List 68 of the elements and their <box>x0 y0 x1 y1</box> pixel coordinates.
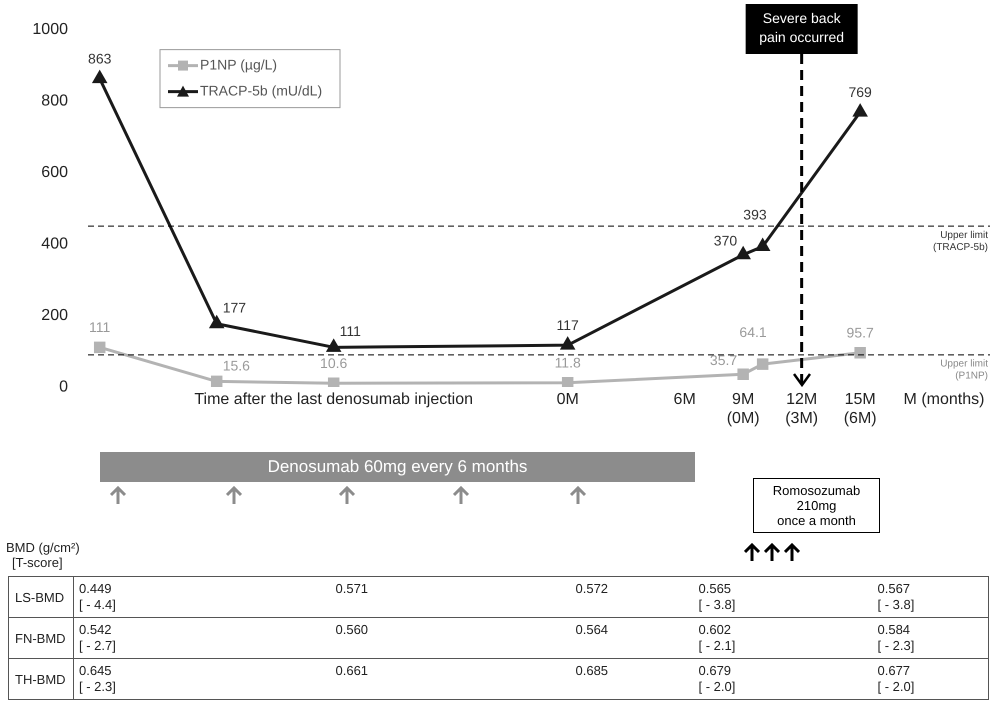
ref-line-label: Upper limit (P1NP) <box>940 358 988 382</box>
point <box>328 377 340 387</box>
text: Romosozumab 210mg once a month <box>753 478 880 533</box>
legend-label: TRACP-5b (mU/dL) <box>200 82 322 98</box>
text: 0.679 [ - 2.0] <box>698 663 736 694</box>
data-label: 863 <box>88 50 112 66</box>
x-tick-label: 9M (0M) <box>726 391 760 428</box>
category-label: FN-BMD <box>15 630 66 646</box>
point <box>94 342 106 354</box>
data-label: 15.6 <box>222 357 250 374</box>
point <box>562 377 574 387</box>
data-label: 370 <box>714 232 738 249</box>
text: 0.567 [ - 3.8] <box>878 581 914 612</box>
point <box>93 71 106 84</box>
data-label: 10.6 <box>320 355 348 372</box>
y-tick-label: 0 <box>59 378 68 396</box>
text: 0.565 [ - 3.8] <box>698 581 736 612</box>
text: 0.572 <box>576 581 608 596</box>
x-tick-label: 12M (3M) <box>785 391 818 428</box>
text: 0.677 [ - 2.0] <box>878 663 914 694</box>
y-tick-label: 200 <box>41 306 68 324</box>
data-label: 393 <box>743 206 767 222</box>
y-tick-label: 600 <box>41 164 68 181</box>
x-tick-label: 6M <box>674 391 696 408</box>
text: 0.571 <box>336 581 368 596</box>
point <box>853 104 867 117</box>
category-label: TH-BMD <box>15 672 66 686</box>
x-tick-label: 0M <box>556 391 579 408</box>
text: 0.449 [ - 4.4] <box>79 581 116 612</box>
point <box>854 347 866 359</box>
text: 0.564 <box>576 622 608 637</box>
y-tick-label: 400 <box>41 235 68 252</box>
y-tick-label: 800 <box>41 92 68 110</box>
y-tick-label: 1000 <box>32 21 68 38</box>
data-label: 111 <box>340 323 362 340</box>
point <box>326 340 340 352</box>
data-label: 177 <box>222 300 246 316</box>
text: BMD (g/cm²) <box>6 540 81 555</box>
text: 0.685 <box>576 663 608 678</box>
data-label: 95.7 <box>846 324 874 341</box>
data-label: 11.8 <box>554 354 581 371</box>
ref-line-label: Severe back pain occurred <box>759 10 844 45</box>
text: 0.584 [ - 2.3] <box>878 622 914 653</box>
data-label: 64.1 <box>739 324 767 340</box>
point <box>736 247 750 260</box>
point <box>210 316 224 328</box>
data-label: 769 <box>848 84 872 100</box>
x-tick-label: M (months) <box>904 391 984 408</box>
x-tick-label: 15M (6M) <box>844 391 877 428</box>
point <box>756 358 768 370</box>
legend-label: P1NP (µg/L) <box>200 56 278 72</box>
text: 0.645 [ - 2.3] <box>79 663 116 694</box>
data-label: 111 <box>89 319 111 336</box>
data-label: 35.7 <box>710 352 738 368</box>
text: 0.542 [ - 2.7] <box>79 622 116 653</box>
text: [T-score] <box>12 555 64 570</box>
ref-line-label: Upper limit (TRACP-5b) <box>932 230 988 253</box>
shaded-strip: Denosumab 60mg every 6 months <box>100 452 695 482</box>
point <box>737 368 749 380</box>
text: 0.602 [ - 2.1] <box>698 622 736 653</box>
text: 0.560 <box>336 622 368 637</box>
x-tick-label: Time after the last denosumab injection <box>194 391 474 408</box>
text: 0.661 <box>336 663 368 678</box>
point <box>210 376 222 387</box>
category-label: LS-BMD <box>15 590 64 604</box>
point <box>756 239 770 252</box>
point <box>560 338 574 350</box>
data-label: 117 <box>556 317 580 334</box>
